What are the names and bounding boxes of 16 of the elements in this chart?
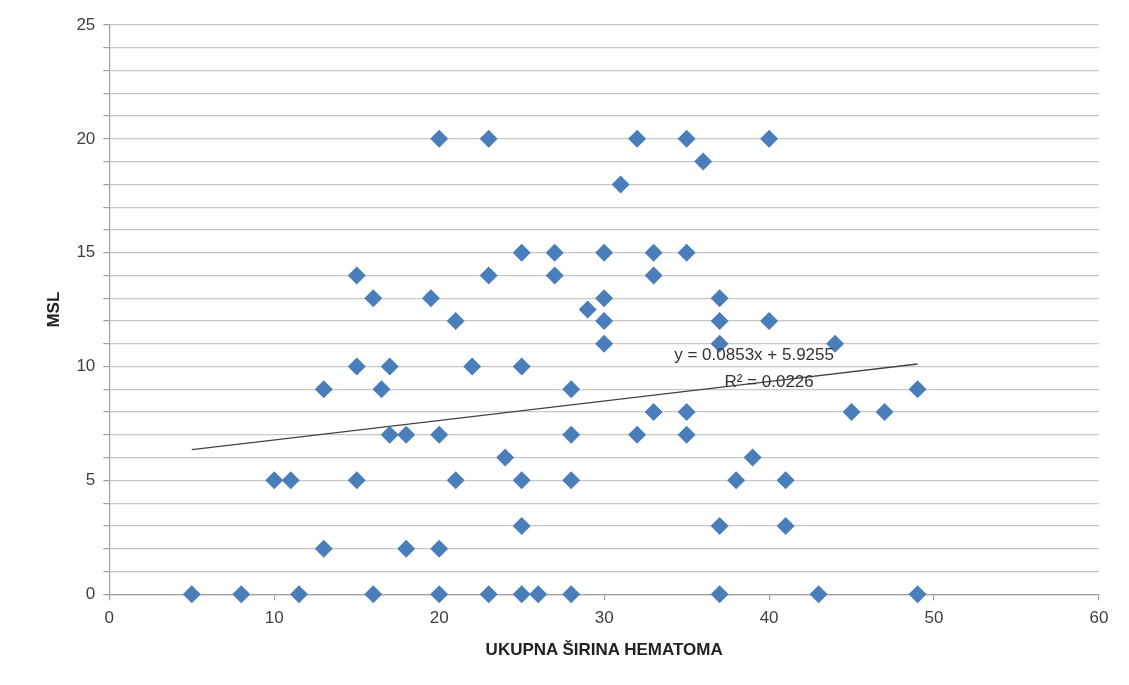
y-tick-label: 20: [76, 128, 96, 148]
y-tick-label: 5: [85, 470, 96, 490]
x-tick-label: 10: [264, 608, 284, 628]
x-tick-label: 40: [759, 608, 779, 628]
x-axis-title: UKUPNA ŠIRINA HEMATOMA: [485, 640, 723, 660]
annotation: y = 0.0853x + 5.9255: [674, 344, 834, 364]
x-tick-label: 60: [1089, 608, 1109, 628]
x-tick-label: 0: [104, 608, 115, 628]
y-axis-title: MSL: [43, 291, 63, 328]
y-tick-label: 25: [76, 14, 96, 34]
y-tick-label: 10: [76, 356, 96, 376]
y-tick-label: 15: [76, 242, 96, 262]
x-tick-label: 20: [429, 608, 449, 628]
x-tick-label: 50: [924, 608, 944, 628]
x-tick-label: 30: [594, 608, 614, 628]
y-tick-label: 0: [85, 583, 96, 603]
